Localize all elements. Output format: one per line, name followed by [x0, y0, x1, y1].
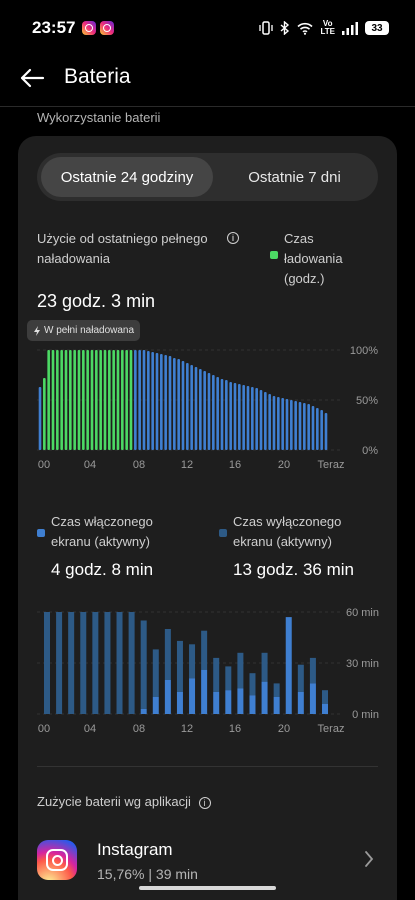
app-header: Bateria — [0, 56, 415, 102]
back-button[interactable] — [16, 62, 48, 94]
battery-icon: 33 — [365, 21, 389, 35]
app-time: 39 min — [155, 866, 198, 882]
bluetooth-icon — [280, 21, 290, 35]
screen-on-label: Czas włączonego ekranu (aktywny) — [51, 514, 153, 549]
app-stats: 15,76% | 39 min — [97, 866, 198, 882]
section-label: Wykorzystanie baterii — [37, 110, 161, 125]
instagram-app-icon — [37, 840, 77, 880]
section-divider — [37, 766, 378, 767]
signal-icon — [342, 21, 358, 35]
status-time: 23:57 — [32, 18, 76, 37]
app-usage-label-text: Zużycie baterii wg aplikacji — [37, 794, 191, 809]
volte-icon: Vo LTE — [320, 19, 335, 36]
screen-off-legend-swatch — [219, 529, 227, 537]
screen-off-value: 13 godz. 36 min — [233, 560, 354, 579]
usage-label-text: Użycie od ostatniego pełnego naładowania — [37, 231, 208, 266]
instagram-icon — [100, 21, 114, 35]
lightning-icon — [34, 325, 40, 336]
usage-value: 23 godz. 3 min — [37, 291, 156, 311]
charging-legend-swatch — [270, 251, 278, 259]
instagram-icon — [82, 21, 96, 35]
screen-on-legend-swatch — [37, 529, 45, 537]
home-indicator[interactable] — [139, 886, 276, 890]
screen-off-label: Czas wyłączonego ekranu (aktywny) — [233, 514, 342, 549]
vibrate-icon — [259, 21, 274, 35]
status-icons: Vo LTE 33 — [259, 18, 389, 38]
status-bar: 23:57 Vo LTE 33 — [0, 0, 415, 56]
app-usage-label: Zużycie baterii wg aplikacji i — [37, 794, 211, 809]
wifi-icon — [297, 22, 314, 35]
tab-last-7-days[interactable]: Ostatnie 7 dni — [248, 168, 341, 186]
app-percent: 15,76% — [97, 866, 145, 882]
battery-usage-card — [18, 136, 397, 900]
page-title: Bateria — [64, 65, 131, 88]
tooltip-text: W pełni naładowana — [44, 325, 135, 336]
usage-since-charge-label: Użycie od ostatniego pełnego naładowania — [37, 229, 252, 269]
info-icon[interactable]: i — [198, 796, 211, 809]
header-divider — [0, 106, 415, 107]
app-name: Instagram — [97, 840, 173, 859]
back-arrow-icon — [20, 68, 45, 88]
charging-legend: Czas ładowania (godz.) — [284, 231, 343, 286]
period-selector: Ostatnie 24 godziny Ostatnie 7 dni — [37, 153, 378, 201]
chevron-right-icon — [365, 851, 374, 867]
info-icon[interactable]: i — [227, 232, 239, 244]
screen-on-value: 4 godz. 8 min — [51, 560, 154, 579]
fully-charged-tooltip: W pełni naładowana — [27, 320, 141, 341]
tab-last-24-hours[interactable]: Ostatnie 24 godziny — [41, 157, 213, 197]
